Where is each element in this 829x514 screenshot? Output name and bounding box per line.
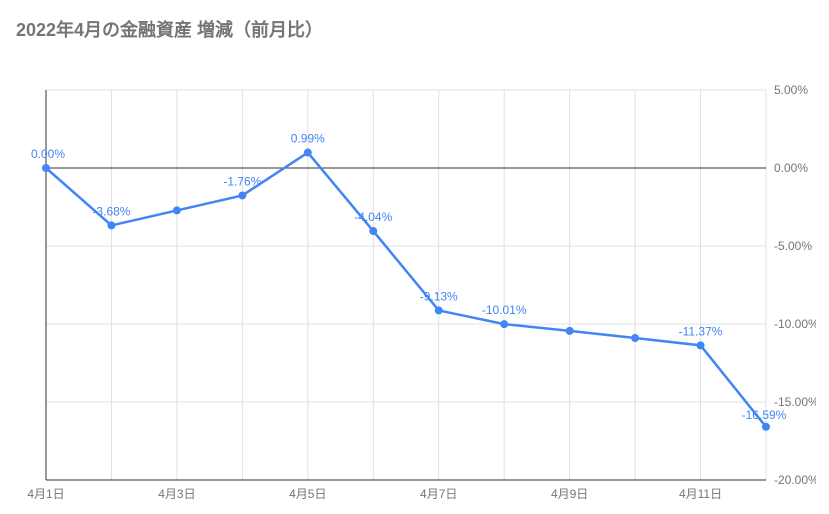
x-tick-label: 4月11日 (679, 487, 722, 501)
data-point (369, 227, 377, 235)
y-tick-label: -5.00% (774, 239, 812, 253)
data-point (42, 164, 50, 172)
data-point (697, 341, 705, 349)
y-tick-label: -20.00% (774, 473, 816, 487)
x-tick-label: 4月9日 (551, 487, 588, 501)
data-point (107, 221, 115, 229)
x-tick-label: 4月5日 (289, 487, 326, 501)
data-label: 0.99% (291, 132, 325, 146)
y-tick-label: 5.00% (774, 83, 808, 97)
plot-area: 5.00%0.00%-5.00%-10.00%-15.00%-20.00%4月1… (16, 50, 816, 510)
x-tick-label: 4月7日 (420, 487, 457, 501)
y-tick-label: 0.00% (774, 161, 808, 175)
x-tick-label: 4月1日 (27, 487, 64, 501)
data-point (304, 149, 312, 157)
data-label: -3.68% (92, 204, 130, 218)
chart-svg: 5.00%0.00%-5.00%-10.00%-15.00%-20.00%4月1… (16, 50, 816, 510)
data-label: -11.37% (679, 324, 723, 338)
data-point (631, 334, 639, 342)
data-label: -10.01% (482, 303, 527, 317)
data-label: -4.04% (354, 210, 392, 224)
data-point (500, 320, 508, 328)
data-label: -1.76% (223, 174, 261, 188)
data-point (173, 206, 181, 214)
data-label: -9.13% (420, 289, 458, 303)
chart-container: 2022年4月の金融資産 増減（前月比） 5.00% 0.00% -5.00% -10… (0, 0, 829, 514)
data-point (566, 327, 574, 335)
data-point (238, 191, 246, 199)
series-line (46, 153, 766, 427)
data-point (762, 423, 770, 431)
x-tick-label: 4月3日 (158, 487, 195, 501)
data-point (435, 306, 443, 314)
y-tick-label: -10.00% (774, 317, 816, 331)
chart-title: 2022年4月の金融資産 増減（前月比） (16, 16, 829, 42)
data-label: 0.00% (31, 147, 65, 161)
data-label: -16.59% (742, 408, 787, 422)
